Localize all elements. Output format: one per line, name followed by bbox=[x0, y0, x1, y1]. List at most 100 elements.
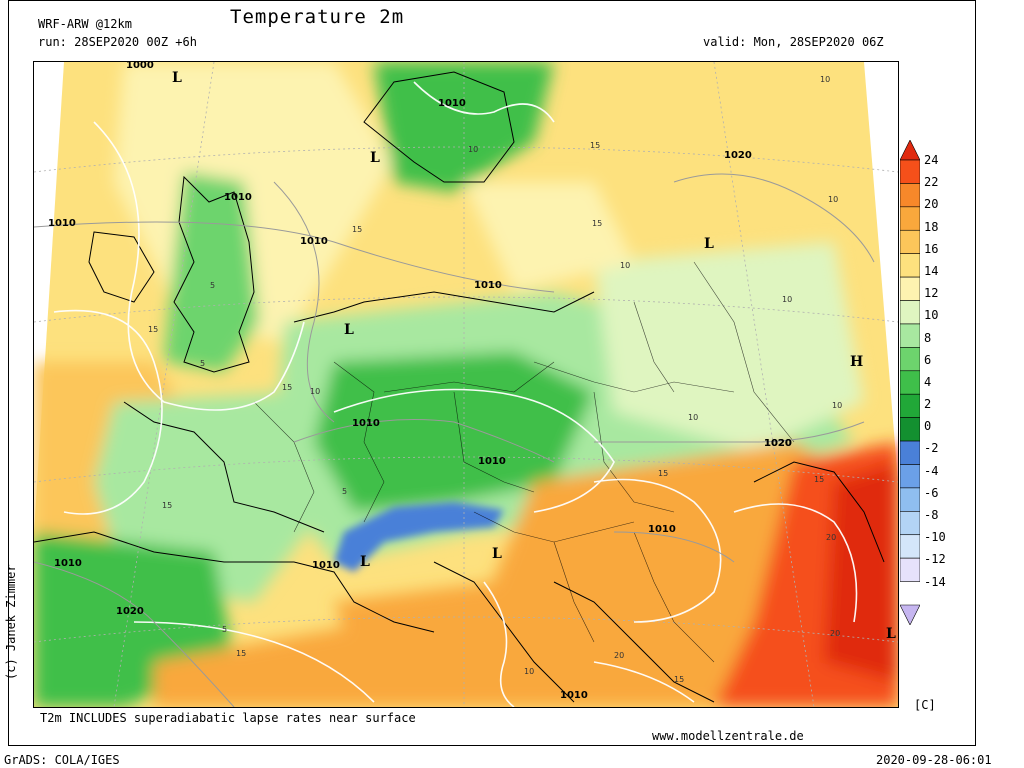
model-label: WRF-ARW @12km bbox=[38, 17, 132, 31]
color-scale-tick: 8 bbox=[924, 330, 932, 345]
color-scale-cell bbox=[900, 534, 920, 559]
isobar-label: 1020 bbox=[724, 150, 752, 161]
isobar-label: 1010 bbox=[48, 218, 76, 229]
color-scale-tick: 0 bbox=[924, 419, 932, 434]
isotherm-label: 10 bbox=[688, 413, 698, 422]
isotherm-label: 5 bbox=[200, 359, 205, 368]
low-pressure-center: L bbox=[344, 322, 354, 338]
color-scale-tick: 6 bbox=[924, 352, 932, 367]
isobar-label: 1010 bbox=[352, 418, 380, 429]
color-scale-cell bbox=[900, 393, 920, 418]
isotherm-label: 20 bbox=[830, 629, 840, 638]
map-graphic: 1000 1010 1010 1010 1010 1010 1010 1020 … bbox=[34, 62, 898, 707]
color-scale-cell bbox=[900, 487, 920, 512]
isobar-label: 1010 bbox=[300, 236, 328, 247]
isobar-label: 1010 bbox=[648, 524, 676, 535]
low-pressure-center: L bbox=[704, 236, 714, 252]
isotherm-label: 15 bbox=[162, 501, 172, 510]
isobar-label: 1010 bbox=[438, 98, 466, 109]
map-title: Temperature 2m bbox=[230, 6, 405, 28]
isobar-label: 1020 bbox=[764, 438, 792, 449]
isotherm-label: 5 bbox=[342, 487, 347, 496]
isotherm-label: 20 bbox=[614, 651, 624, 660]
color-scale-tick: 14 bbox=[924, 263, 939, 278]
isotherm-label: 15 bbox=[674, 675, 684, 684]
color-scale-cell bbox=[900, 300, 920, 325]
color-scale-tick: 4 bbox=[924, 374, 932, 389]
color-scale-tick: 10 bbox=[924, 308, 939, 323]
isobar-label: 1000 bbox=[126, 62, 154, 71]
isotherm-label: 15 bbox=[814, 475, 824, 484]
isotherm-label: 10 bbox=[620, 261, 630, 270]
color-scale-tick: -10 bbox=[924, 530, 946, 545]
isotherm-label: 15 bbox=[592, 219, 602, 228]
isotherm-label: 15 bbox=[282, 383, 292, 392]
isotherm-label: 10 bbox=[828, 195, 838, 204]
isobar-label: 1020 bbox=[116, 606, 144, 617]
color-scale-tick: 2 bbox=[924, 397, 932, 412]
valid-time: valid: Mon, 28SEP2020 06Z bbox=[703, 35, 884, 49]
isotherm-label: 20 bbox=[826, 533, 836, 542]
isotherm-label: 15 bbox=[590, 141, 600, 150]
color-scale-tick: -12 bbox=[924, 552, 946, 567]
isotherm-label: 10 bbox=[310, 387, 320, 396]
color-scale-cell bbox=[900, 347, 920, 372]
color-scale-cell bbox=[900, 370, 920, 395]
color-scale-cell bbox=[900, 159, 920, 184]
unit-label: [C] bbox=[914, 698, 936, 712]
low-pressure-center: L bbox=[492, 546, 502, 562]
isotherm-label: 5 bbox=[210, 281, 215, 290]
color-scale-tick: 24 bbox=[924, 153, 939, 167]
color-scale-cell bbox=[900, 417, 920, 442]
color-scale-tick: -4 bbox=[924, 463, 939, 478]
isotherm-label: 5 bbox=[222, 625, 227, 634]
color-scale-tick: -6 bbox=[924, 485, 939, 500]
high-pressure-center: H bbox=[850, 354, 863, 370]
color-scale-tick: 20 bbox=[924, 197, 939, 212]
color-scale-cell bbox=[900, 229, 920, 254]
grads-credit: GrADS: COLA/IGES bbox=[4, 753, 120, 767]
copyright-label: (c) Janek Zimmer bbox=[4, 564, 18, 680]
color-scale-cell bbox=[900, 557, 920, 582]
isotherm-label: 15 bbox=[658, 469, 668, 478]
color-scale-tick: -2 bbox=[924, 441, 939, 456]
isobar-label: 1010 bbox=[560, 690, 588, 701]
isotherm-label: 10 bbox=[820, 75, 830, 84]
color-scale-tick: 16 bbox=[924, 241, 939, 256]
isotherm-label: 10 bbox=[832, 401, 842, 410]
color-scale-cell bbox=[900, 511, 920, 536]
color-scale-tick: 22 bbox=[924, 175, 939, 190]
isobar-label: 1010 bbox=[478, 456, 506, 467]
low-pressure-center: L bbox=[886, 626, 896, 642]
isotherm-label: 15 bbox=[148, 325, 158, 334]
isobar-label: 1010 bbox=[312, 560, 340, 571]
low-pressure-center: L bbox=[360, 554, 370, 570]
color-scale-cell bbox=[900, 276, 920, 301]
footnote: T2m INCLUDES superadiabatic lapse rates … bbox=[40, 711, 416, 725]
isotherm-label: 10 bbox=[782, 295, 792, 304]
isobar-label: 1020 bbox=[764, 438, 792, 449]
color-scale-tick: -8 bbox=[924, 508, 939, 522]
color-scale-cell bbox=[900, 323, 920, 348]
low-pressure-center: L bbox=[370, 150, 380, 166]
color-scale-cell bbox=[900, 440, 920, 465]
isobar-label: 1010 bbox=[54, 558, 82, 569]
color-scale-cell bbox=[900, 253, 920, 278]
isobar-label: 1010 bbox=[224, 192, 252, 203]
isobar-label: 1010 bbox=[474, 280, 502, 291]
low-pressure-center: L bbox=[172, 70, 182, 86]
color-scale-tick: 12 bbox=[924, 286, 939, 301]
color-scale-cell bbox=[900, 206, 920, 231]
isotherm-label: 15 bbox=[236, 649, 246, 658]
color-scale-tick: 18 bbox=[924, 219, 939, 234]
color-scale-cell bbox=[900, 183, 920, 208]
website-label: www.modellzentrale.de bbox=[652, 729, 804, 743]
isotherm-label: 10 bbox=[468, 145, 478, 154]
isotherm-label: 15 bbox=[352, 225, 362, 234]
color-scale-tick: -14 bbox=[924, 574, 946, 589]
isotherm-label: 10 bbox=[524, 667, 534, 676]
timestamp: 2020-09-28-06:01 bbox=[876, 753, 992, 767]
temperature-map: 1000 1010 1010 1010 1010 1010 1010 1020 … bbox=[33, 61, 899, 708]
color-scale-cell bbox=[900, 464, 920, 489]
color-scale-bar bbox=[900, 140, 920, 625]
